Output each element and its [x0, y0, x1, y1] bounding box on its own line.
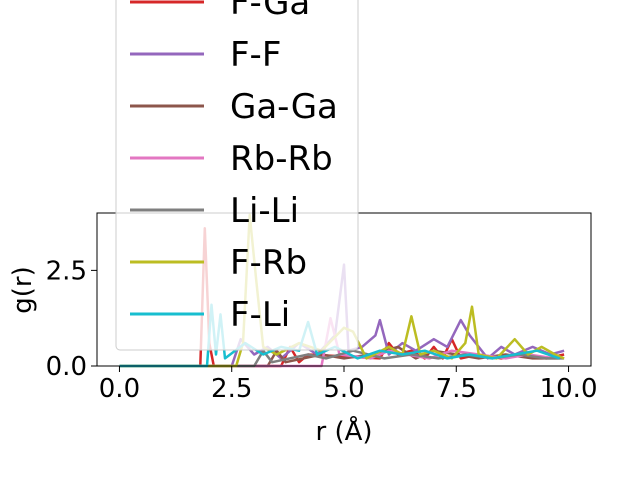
x-axis-label: r (Å)	[315, 415, 372, 447]
y-tick-label: 2.5	[46, 256, 87, 286]
y-tick-label: 0.0	[46, 352, 87, 382]
x-tick-label: 2.5	[211, 374, 252, 404]
y-axis-label: g(r)	[8, 266, 38, 313]
axis-ticks: 0.0 2.5 5.0 7.5 10.0 0.0 2.5	[46, 256, 598, 404]
x-tick-label: 10.0	[540, 374, 598, 404]
legend-label-f-li: F-Li	[230, 295, 290, 335]
legend-label-f-rb: F-Rb	[230, 243, 307, 283]
legend: F-Ga F-F Ga-Ga Rb-Rb Li-Li F-Rb F-Li	[115, 0, 359, 351]
x-tick-label: 0.0	[99, 374, 140, 404]
x-tick-label: 5.0	[323, 374, 364, 404]
legend-label-rb-rb: Rb-Rb	[230, 139, 333, 179]
legend-label-f-f: F-F	[230, 35, 281, 75]
legend-label-li-li: Li-Li	[230, 191, 299, 231]
series-line-ga-ga	[119, 345, 560, 368]
legend-label-ga-ga: Ga-Ga	[230, 87, 338, 127]
x-tick-label: 7.5	[436, 374, 477, 404]
legend-label-f-ga: F-Ga	[230, 0, 310, 23]
